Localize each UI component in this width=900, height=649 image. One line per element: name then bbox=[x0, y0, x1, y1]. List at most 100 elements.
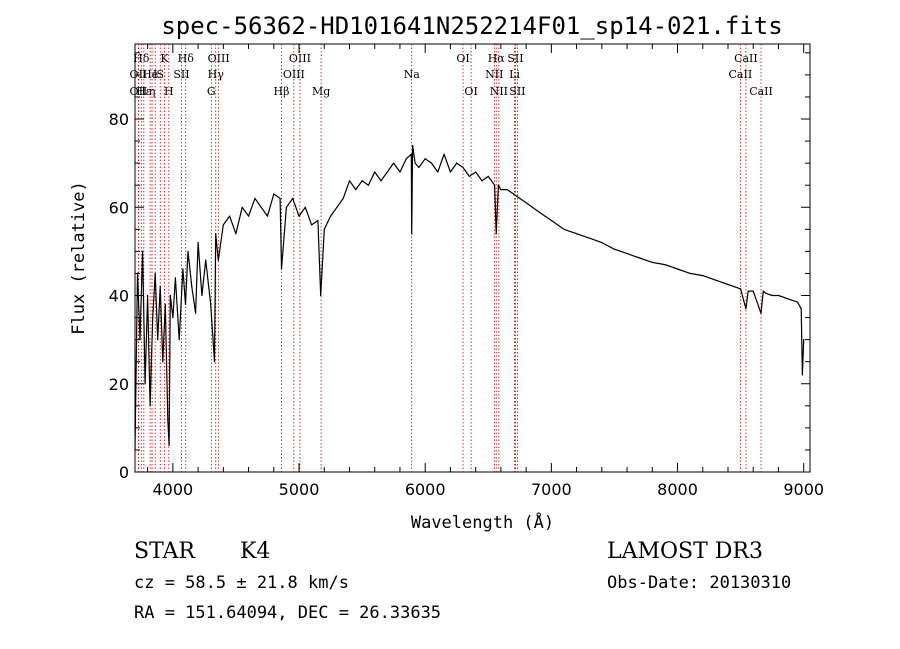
spectrum-data-point bbox=[418, 166, 420, 169]
spectral-line-label: NII bbox=[485, 68, 503, 81]
object-subclass: K4 bbox=[240, 539, 271, 564]
spectrum-data-point bbox=[443, 153, 445, 155]
spectral-line-label: H bbox=[164, 85, 174, 98]
spectrum-data-point bbox=[468, 175, 470, 177]
x-tick-label: 5000 bbox=[279, 480, 320, 499]
spectrum-data-point bbox=[752, 290, 754, 292]
spectral-line-label: I bbox=[153, 68, 157, 81]
spectrum-data-point bbox=[182, 268, 184, 270]
spectrum-data-point bbox=[330, 215, 332, 217]
spectrum-data-point bbox=[525, 202, 527, 204]
y-axis-label: Flux (relative) bbox=[69, 181, 89, 335]
spectrum-data-point bbox=[215, 233, 217, 235]
spectrum-data-point bbox=[613, 248, 616, 250]
spectrum-data-point bbox=[626, 253, 628, 255]
spectral-line-label: NII bbox=[490, 85, 508, 98]
y-tick-label: 60 bbox=[109, 198, 129, 217]
spectral-line-label: He bbox=[142, 68, 158, 81]
spectrum-data-point bbox=[174, 277, 176, 279]
spectrum-data-point bbox=[784, 297, 786, 299]
spectrum-data-point bbox=[154, 272, 156, 274]
spectrum-data-point bbox=[414, 162, 416, 164]
spectral-line-label: CaII bbox=[734, 52, 758, 65]
spectrum-data-point bbox=[733, 286, 735, 288]
spectrum-data-point bbox=[557, 224, 559, 226]
spectrum-data-point bbox=[411, 233, 413, 235]
spectrum-data-point bbox=[760, 312, 762, 314]
x-tick-label: 7000 bbox=[531, 480, 572, 499]
spectrum-data-point bbox=[320, 294, 322, 297]
spectrum-data-point bbox=[676, 268, 679, 270]
spectrum-data-point bbox=[664, 264, 666, 266]
spectrum-data-point bbox=[248, 215, 250, 217]
spectrum-data-point bbox=[355, 189, 357, 191]
spectrum-data-point bbox=[134, 449, 136, 451]
spectrum-data-point bbox=[430, 162, 433, 164]
spectral-line-label: SII bbox=[509, 85, 525, 98]
spectrum-data-point bbox=[544, 215, 546, 217]
spectral-line-label: OIII bbox=[283, 68, 305, 81]
spectrum-data-point bbox=[500, 189, 502, 191]
spectrum-data-point bbox=[136, 272, 139, 274]
spectrum-data-point bbox=[197, 242, 199, 244]
spectrum-data-point bbox=[399, 171, 401, 173]
spectrum-data-point bbox=[323, 228, 325, 230]
observation-date: Obs-Date: 20130310 bbox=[607, 573, 792, 593]
spectral-line-label: η bbox=[149, 85, 156, 98]
y-tick-label: 20 bbox=[109, 375, 129, 394]
spectral-line-label: K bbox=[160, 52, 169, 65]
spectrum-data-point bbox=[142, 250, 144, 252]
spectrum-data-point bbox=[601, 242, 603, 244]
spectrum-data-point bbox=[164, 303, 166, 305]
spectral-line-label: S bbox=[156, 68, 164, 81]
spectrum-data-point bbox=[456, 162, 458, 164]
spectrum-data-point bbox=[777, 294, 780, 297]
spectrum-data-point bbox=[796, 301, 799, 303]
spectrum-data-point bbox=[167, 418, 169, 420]
spectral-line-label: OI bbox=[456, 52, 469, 65]
spectrum-data-point bbox=[169, 294, 171, 297]
spectrum-data-point bbox=[762, 290, 764, 292]
spectrum-data-point bbox=[311, 224, 313, 226]
redshift-velocity: cz = 58.5 ± 21.8 km/s bbox=[134, 573, 349, 593]
spectrum-data-point bbox=[745, 308, 747, 310]
spectral-line-label: OI bbox=[464, 85, 477, 98]
y-tick-label: 80 bbox=[109, 110, 129, 129]
spectrum-data-point bbox=[222, 224, 224, 226]
spectral-line-label: SII bbox=[507, 52, 523, 65]
spectrum-data-point bbox=[159, 286, 161, 288]
x-axis-label: Wavelength (Å) bbox=[411, 511, 554, 533]
spectrum-data-point bbox=[519, 197, 521, 199]
object-class: STAR bbox=[134, 539, 195, 564]
sky-coordinates: RA = 151.64094, DEC = 26.33635 bbox=[134, 603, 442, 623]
spectral-line-label: Hβ bbox=[274, 85, 290, 98]
spectrum-data-point bbox=[393, 162, 395, 164]
spectrum-data-point bbox=[771, 294, 773, 297]
spectrum-data-point bbox=[494, 184, 496, 186]
spectral-line-label: CaII bbox=[749, 85, 773, 98]
spectrum-data-point bbox=[639, 257, 641, 259]
spectrum-data-point bbox=[195, 312, 197, 314]
spectrum-data-point bbox=[563, 228, 565, 230]
spectrum-data-point bbox=[714, 279, 717, 281]
spectrum-data-point bbox=[405, 158, 407, 160]
spectrum-data-point bbox=[765, 292, 767, 294]
spectrum-data-point bbox=[410, 153, 412, 155]
x-tick-label: 8000 bbox=[657, 480, 698, 499]
spectrum-data-point bbox=[152, 317, 154, 319]
spectrum-data-point bbox=[292, 197, 294, 199]
y-tick-label: 0 bbox=[119, 463, 129, 482]
spectrum-data-point bbox=[531, 206, 534, 208]
spectrum-data-point bbox=[538, 211, 540, 213]
spectral-line-label: OII bbox=[130, 68, 148, 81]
spectrum-data-point bbox=[487, 175, 489, 177]
x-tick-label: 4000 bbox=[152, 480, 193, 499]
spectral-line-label: Hε bbox=[136, 85, 152, 98]
spectrum-data-point bbox=[229, 215, 231, 217]
spectrum-data-point bbox=[217, 259, 219, 261]
spectral-line-label: Mg bbox=[312, 85, 330, 98]
spectrum-data-point bbox=[497, 184, 499, 186]
spectrum-data-point bbox=[304, 206, 306, 208]
spectral-line-label: OII bbox=[130, 85, 148, 98]
